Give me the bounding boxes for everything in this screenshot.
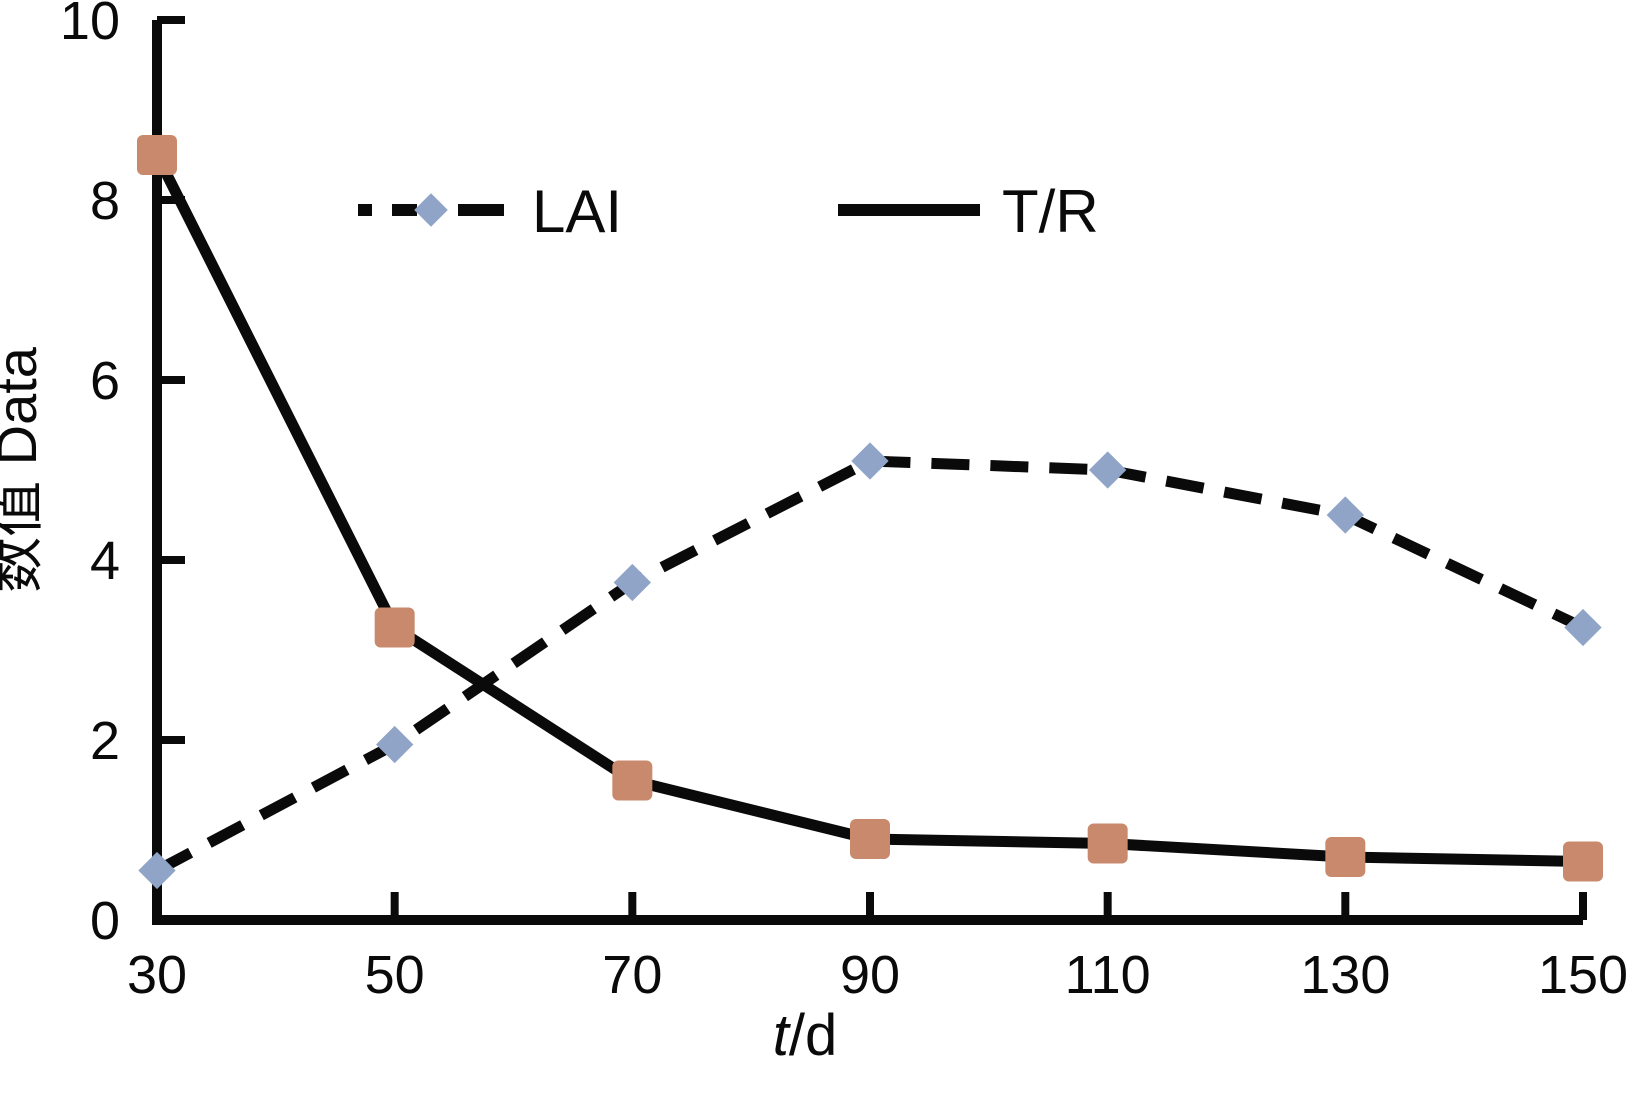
y-tick-label: 2 <box>90 711 120 771</box>
diamond-marker <box>375 725 414 764</box>
y-tick-label: 6 <box>90 351 120 411</box>
diamond-marker <box>851 442 889 480</box>
legend-label: LAI <box>532 178 622 245</box>
x-axis-ticks: 30 50 70 90 110 130 150 <box>127 892 1628 1005</box>
x-tick-label: 50 <box>365 945 425 1005</box>
diamond-marker <box>1088 451 1127 489</box>
square-marker <box>374 607 415 648</box>
x-tick-label: 90 <box>840 945 900 1005</box>
y-axis-title: 数值 Data <box>0 346 48 593</box>
y-tick-label: 8 <box>90 171 120 231</box>
x-tick-label: 110 <box>1065 945 1151 1005</box>
square-marker <box>612 760 653 801</box>
legend-label: T/R <box>1002 178 1099 245</box>
y-tick-label: 4 <box>90 531 120 591</box>
diamond-marker <box>1564 608 1602 647</box>
y-axis-ticks: 0 2 4 6 8 10 <box>60 0 185 951</box>
series-t-r <box>137 135 1603 882</box>
legend: LAI T/R <box>358 178 1099 245</box>
square-marker <box>1563 841 1603 882</box>
square-marker <box>850 819 890 859</box>
legend-item-t-r: T/R <box>838 178 1099 245</box>
square-marker <box>137 135 177 175</box>
x-axis-title: t/d <box>773 1003 838 1068</box>
x-tick-label: 150 <box>1538 945 1628 1005</box>
diamond-marker <box>1326 496 1365 534</box>
x-tick-label: 30 <box>127 945 187 1005</box>
y-tick-label: 0 <box>90 891 120 951</box>
diamond-marker <box>138 851 176 890</box>
square-marker <box>1325 837 1366 877</box>
legend-item-lai: LAI <box>358 178 622 245</box>
x-tick-label: 130 <box>1300 945 1390 1005</box>
series-line-lai <box>154 455 1586 876</box>
y-tick-label: 10 <box>60 0 120 51</box>
diamond-marker <box>414 193 448 227</box>
x-tick-label: 70 <box>602 945 662 1005</box>
diamond-marker <box>613 563 652 602</box>
square-marker <box>1087 823 1128 864</box>
